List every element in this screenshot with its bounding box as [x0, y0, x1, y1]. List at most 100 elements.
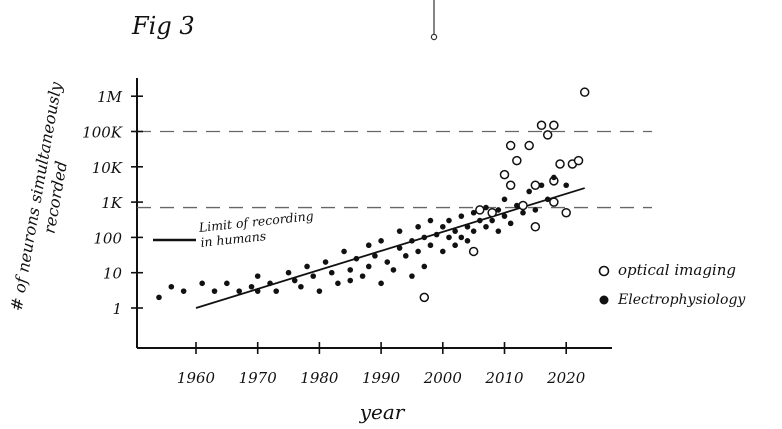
data-point-electrophysiology [248, 283, 255, 290]
data-point-electrophysiology [298, 283, 304, 290]
data-point-electrophysiology [470, 209, 477, 216]
x-tick-label: 1960 [177, 369, 216, 387]
x-tick-label: 1970 [239, 369, 278, 387]
data-point-optical-imaging [487, 207, 497, 218]
data-point-electrophysiology [236, 288, 242, 294]
data-point-electrophysiology [483, 204, 489, 211]
data-point-electrophysiology [254, 273, 261, 279]
data-point-optical-imaging [542, 130, 553, 140]
data-point-electrophysiology [328, 269, 335, 276]
data-point-optical-imaging [468, 246, 479, 257]
x-tick-label: 1990 [362, 369, 401, 387]
data-point-optical-imaging [505, 180, 516, 191]
data-point-electrophysiology [446, 234, 452, 241]
legend-marker-electrophysiology [599, 295, 609, 305]
x-tick-label: 2000 [423, 369, 463, 387]
data-point-optical-imaging [536, 120, 547, 131]
data-point-optical-imaging [475, 205, 485, 215]
data-points [156, 87, 590, 303]
x-tick-label: 1980 [300, 369, 339, 387]
y-tick-label: 100 [93, 229, 122, 247]
data-point-electrophysiology [365, 242, 372, 249]
data-point-electrophysiology [415, 223, 421, 230]
data-point-electrophysiology [254, 288, 261, 294]
data-point-optical-imaging [419, 292, 430, 303]
data-point-electrophysiology [507, 220, 514, 227]
data-point-electrophysiology [470, 228, 477, 234]
data-point-electrophysiology [409, 273, 415, 279]
data-point-electrophysiology [551, 174, 557, 181]
data-point-electrophysiology [501, 213, 508, 219]
y-axis-title: # of neurons simultaneously recorded [7, 76, 86, 316]
data-point-optical-imaging [512, 155, 522, 166]
y-tick-label: 1K [101, 194, 123, 212]
data-point-electrophysiology [409, 238, 415, 244]
y-tick-label: 1M [97, 88, 123, 106]
data-point-electrophysiology [440, 223, 446, 230]
data-point-electrophysiology [464, 223, 471, 230]
data-point-electrophysiology [322, 259, 329, 265]
data-point-electrophysiology [390, 267, 397, 273]
data-point-electrophysiology [544, 196, 551, 203]
reference-lines [137, 130, 652, 209]
data-point-electrophysiology [495, 228, 502, 234]
data-point-electrophysiology [378, 280, 384, 287]
data-point-electrophysiology [427, 217, 434, 224]
data-point-optical-imaging [549, 120, 559, 131]
data-point-electrophysiology [489, 217, 495, 224]
y-tick-label: 10K [92, 159, 123, 177]
data-point-electrophysiology [347, 277, 354, 284]
data-point-electrophysiology [273, 288, 280, 294]
data-point-electrophysiology [452, 242, 458, 249]
legend-marker-optical-imaging [598, 265, 610, 277]
data-point-electrophysiology [477, 217, 483, 224]
data-point-electrophysiology [310, 273, 317, 279]
data-point-optical-imaging [573, 155, 584, 166]
data-point-electrophysiology [384, 259, 391, 265]
data-point-electrophysiology [446, 217, 452, 224]
data-point-electrophysiology [458, 213, 465, 219]
data-point-electrophysiology [211, 288, 218, 294]
data-point-electrophysiology [372, 253, 378, 259]
legend-label-electrophysiology: Electrophysiology [617, 292, 746, 308]
data-point-electrophysiology [365, 263, 372, 270]
x-tick-label: 2010 [484, 369, 524, 387]
data-point-optical-imaging [518, 200, 528, 211]
x-axis-title: year [359, 400, 406, 424]
data-point-electrophysiology [396, 228, 403, 234]
data-point-electrophysiology [347, 267, 354, 273]
data-point-electrophysiology [532, 207, 539, 213]
data-point-electrophysiology [464, 238, 471, 244]
data-point-electrophysiology [421, 234, 428, 241]
y-ticks: 1 10 100 1K 10K 100K 1M [82, 88, 143, 318]
figure-label: Fig 3 [131, 12, 195, 40]
data-point-electrophysiology [538, 182, 545, 189]
data-point-optical-imaging [549, 197, 559, 207]
data-point-electrophysiology [304, 263, 310, 270]
data-point-electrophysiology [396, 245, 403, 251]
y-tick-label: 10 [103, 265, 123, 283]
data-point-electrophysiology [520, 209, 526, 216]
legend: optical imaging Electrophysiology [598, 261, 746, 308]
data-point-electrophysiology [402, 253, 409, 259]
data-point-electrophysiology [501, 196, 508, 203]
legend-label-optical-imaging: optical imaging [618, 261, 736, 279]
x-tick-label: 2020 [546, 369, 586, 387]
y-tick-label: 1 [112, 300, 122, 318]
data-point-optical-imaging [505, 140, 516, 151]
data-point-electrophysiology [433, 231, 440, 238]
data-point-electrophysiology [341, 248, 347, 255]
data-point-electrophysiology [224, 280, 230, 287]
data-point-electrophysiology [267, 280, 273, 287]
data-point-electrophysiology [440, 248, 446, 255]
data-point-electrophysiology [458, 234, 465, 241]
data-point-optical-imaging [499, 169, 510, 180]
data-point-electrophysiology [421, 263, 428, 270]
data-point-electrophysiology [563, 182, 569, 189]
top-marker-dot [430, 33, 438, 41]
y-tick-label: 100K [82, 124, 123, 142]
data-point-optical-imaging [524, 140, 534, 151]
data-point-electrophysiology [415, 248, 421, 255]
data-point-electrophysiology [291, 277, 298, 284]
